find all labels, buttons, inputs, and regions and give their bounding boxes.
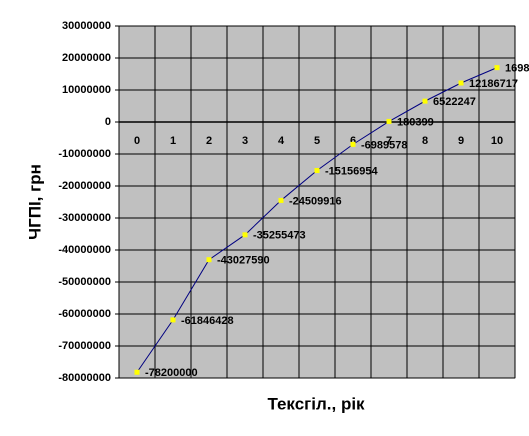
- data-label: -78200000: [145, 367, 198, 379]
- point-marker: [278, 197, 284, 203]
- point-marker: [494, 65, 500, 71]
- y-tick-label: -30000000: [58, 212, 111, 224]
- data-label: -43027590: [217, 255, 270, 267]
- y-tick-label: -10000000: [58, 148, 111, 160]
- point-marker: [242, 232, 248, 238]
- x-tick-label: 10: [491, 135, 503, 147]
- x-tick-label: 4: [278, 135, 285, 147]
- x-tick-label: 3: [242, 135, 248, 147]
- y-axis-title: ЧГПІ, грн: [25, 164, 44, 240]
- point-marker: [206, 257, 212, 263]
- y-tick-label: -60000000: [58, 308, 111, 320]
- x-tick-label: 0: [134, 135, 140, 147]
- point-marker: [134, 369, 140, 375]
- x-tick-label: 9: [458, 135, 464, 147]
- data-label: -35255473: [253, 230, 306, 242]
- y-tick-label: -40000000: [58, 244, 111, 256]
- data-label: 180399: [397, 116, 434, 128]
- data-label: 6522247: [433, 96, 476, 108]
- y-tick-label: 20000000: [62, 52, 111, 64]
- y-tick-label: -20000000: [58, 180, 111, 192]
- data-label: -24509916: [289, 195, 342, 207]
- y-tick-label: 0: [105, 116, 111, 128]
- data-label: 16985520: [505, 63, 529, 75]
- x-tick-label: 6: [350, 135, 356, 147]
- x-tick-label: 8: [422, 135, 428, 147]
- x-tick-label: 1: [170, 135, 176, 147]
- plot-area: [118, 25, 516, 379]
- point-marker: [314, 168, 320, 174]
- point-marker: [458, 80, 464, 86]
- x-axis-title: Тексгіл., рік: [267, 394, 365, 413]
- x-tick-label: 2: [206, 135, 212, 147]
- point-marker: [386, 118, 392, 124]
- x-tick-label: 7: [386, 135, 392, 147]
- point-marker: [350, 141, 356, 147]
- y-tick-label: 10000000: [62, 84, 111, 96]
- x-tick-label: 5: [314, 135, 320, 147]
- data-label: -6989578: [361, 139, 408, 151]
- data-label: 12186717: [469, 78, 518, 90]
- data-label: -61846428: [181, 315, 234, 327]
- y-tick-label: -70000000: [58, 340, 111, 352]
- data-label: -15156954: [325, 165, 378, 177]
- point-marker: [170, 317, 176, 323]
- y-tick-label: -80000000: [58, 372, 111, 384]
- y-tick-label: 30000000: [62, 20, 111, 32]
- point-marker: [422, 98, 428, 104]
- y-tick-label: -50000000: [58, 276, 111, 288]
